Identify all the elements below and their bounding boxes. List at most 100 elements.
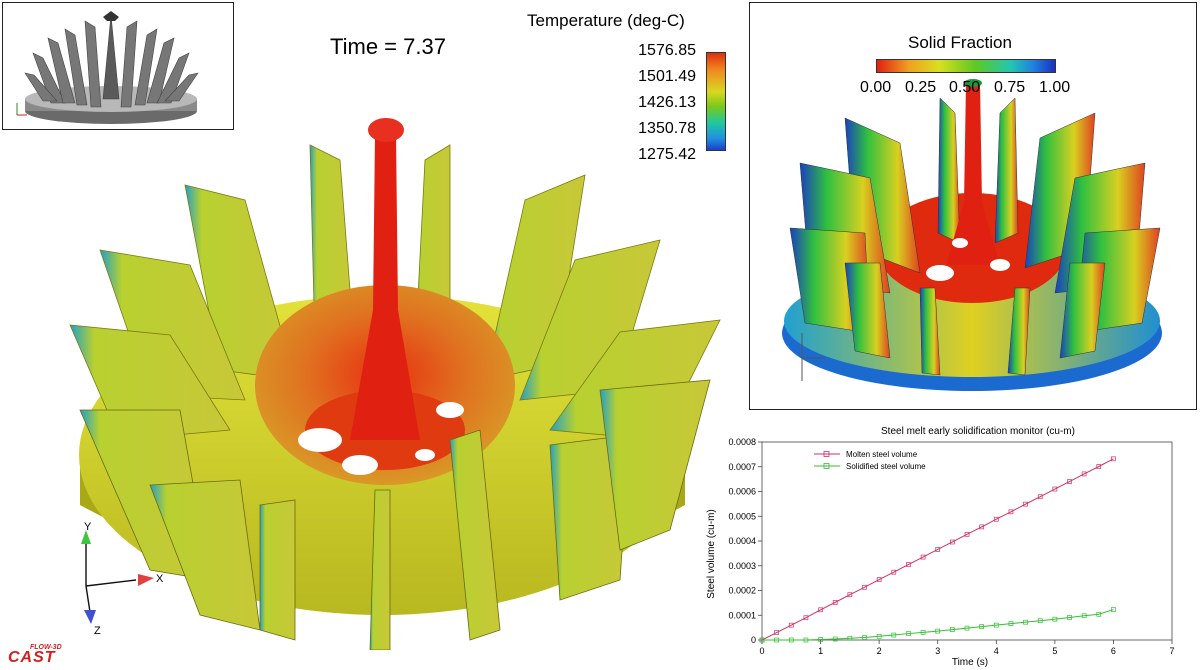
- data-point-solidified: [788, 637, 794, 643]
- data-point-solidified: [964, 625, 970, 631]
- legend-solidified-label: Solidified steel volume: [846, 462, 926, 471]
- chart-x-axis-label: Time (s): [952, 657, 988, 668]
- solid-fraction-tick-4: 0.75: [994, 79, 1026, 96]
- data-point-molten: [818, 607, 823, 613]
- series-line-solidified: [762, 609, 1114, 641]
- data-point-solidified: [803, 637, 809, 643]
- solid-fraction-tick-1: 0.00: [860, 79, 892, 96]
- data-point-solidified: [774, 637, 779, 643]
- data-point-molten: [862, 584, 867, 590]
- data-point-molten: [979, 524, 984, 530]
- z-axis-arrow-icon: [84, 610, 96, 624]
- data-point-solidified: [891, 632, 897, 638]
- data-point-molten: [891, 569, 897, 575]
- x-tick-label: 0: [759, 646, 764, 656]
- data-point-solidified: [1096, 611, 1102, 617]
- y-tick-label: 0.0007: [728, 462, 756, 472]
- time-label: Time = 7.37: [330, 34, 446, 59]
- temperature-tick-5: 1275.42: [638, 146, 696, 163]
- data-point-solidified: [759, 637, 765, 643]
- data-point-molten: [1052, 486, 1058, 492]
- data-point-solidified: [906, 631, 911, 636]
- chart-y-axis-label: Steel volume (cu-m): [706, 509, 717, 598]
- data-point-molten: [847, 592, 853, 598]
- x-axis-arrow-icon: [138, 574, 154, 586]
- data-point-molten: [1096, 464, 1102, 469]
- temperature-tick-4: 1350.78: [638, 120, 696, 137]
- data-point-solidified: [832, 636, 838, 642]
- axes-triad: Y X Z: [81, 521, 164, 635]
- data-point-molten: [950, 539, 955, 545]
- y-tick-label: 0: [751, 635, 756, 645]
- solidification-monitor-chart: Steel melt early solidification monitor …: [706, 426, 1175, 668]
- x-tick-label: 1: [818, 646, 823, 656]
- solid-fraction-panel: [749, 2, 1197, 410]
- temperature-casting-render: [69, 118, 721, 650]
- data-point-molten: [1023, 501, 1028, 507]
- logo-bottom-text: CAST: [8, 649, 56, 666]
- data-point-molten: [803, 615, 809, 621]
- data-point-molten: [1008, 509, 1014, 515]
- data-point-solidified: [979, 624, 984, 629]
- data-point-solidified: [847, 635, 853, 641]
- x-tick-label: 2: [877, 646, 882, 656]
- legend-molten-label: Molten steel volume: [846, 450, 918, 459]
- y-axis-label: Y: [84, 521, 92, 533]
- x-tick-label: 6: [1111, 646, 1116, 656]
- impeller-geometry-image: [16, 11, 199, 124]
- x-tick-label: 5: [1052, 646, 1057, 656]
- y-tick-label: 0.0003: [728, 561, 756, 571]
- data-point-molten: [788, 622, 794, 628]
- data-point-molten: [1081, 471, 1087, 477]
- temperature-colorbar: [706, 52, 726, 151]
- data-point-solidified: [993, 622, 999, 628]
- data-point-solidified: [935, 628, 941, 634]
- y-tick-label: 0.0001: [728, 610, 756, 620]
- data-point-solidified: [1067, 615, 1072, 620]
- data-point-solidified: [1111, 607, 1116, 612]
- data-point-molten: [1111, 456, 1116, 462]
- data-point-solidified: [1008, 621, 1014, 627]
- solid-fraction-tick-3: 0.50: [949, 79, 981, 96]
- x-tick-label: 4: [994, 646, 999, 656]
- solid-fraction-render: [782, 79, 1162, 391]
- x-tick-label: 7: [1169, 646, 1174, 656]
- solid-fraction-legend-title: Solid Fraction: [908, 33, 1012, 52]
- data-point-solidified: [1081, 613, 1087, 619]
- solid-fraction-tick-2: 0.25: [905, 79, 937, 96]
- data-point-solidified: [950, 627, 955, 632]
- series-line-molten: [761, 458, 1114, 641]
- x-axis-label: X: [156, 573, 164, 585]
- solid-fraction-tick-5: 1.00: [1039, 79, 1071, 96]
- data-point-molten: [1067, 479, 1072, 484]
- data-point-solidified: [920, 629, 926, 635]
- data-point-solidified: [818, 637, 823, 642]
- data-point-solidified: [862, 635, 867, 640]
- temperature-legend-title: Temperature (deg-C): [527, 11, 685, 30]
- flow3d-cast-logo: FLOW-3D CAST: [8, 644, 62, 666]
- data-point-solidified: [1023, 619, 1028, 625]
- y-axis-arrow-icon: [81, 530, 91, 544]
- temperature-tick-2: 1501.49: [638, 68, 696, 85]
- data-point-solidified: [876, 633, 882, 639]
- y-tick-label: 0.0004: [728, 536, 756, 546]
- geometry-thumbnail: [2, 2, 234, 130]
- data-point-molten: [876, 577, 882, 582]
- y-tick-label: 0.0008: [728, 437, 756, 447]
- y-tick-label: 0.0005: [728, 511, 756, 521]
- chart-title: Steel melt early solidification monitor …: [881, 426, 1075, 437]
- temperature-tick-3: 1426.13: [638, 94, 696, 111]
- data-point-molten: [993, 516, 999, 522]
- data-point-molten: [906, 562, 911, 567]
- x-tick-label: 3: [935, 646, 940, 656]
- solid-fraction-colorbar: [876, 59, 1056, 73]
- data-point-molten: [832, 600, 838, 605]
- data-point-molten: [920, 554, 926, 560]
- y-tick-label: 0.0006: [728, 487, 756, 497]
- temperature-tick-1: 1576.85: [638, 42, 696, 59]
- data-point-solidified: [1052, 616, 1058, 622]
- logo-top-text: FLOW-3D: [30, 644, 62, 651]
- z-axis-label: Z: [94, 625, 101, 635]
- data-point-molten: [964, 531, 970, 537]
- data-point-molten: [1037, 494, 1043, 500]
